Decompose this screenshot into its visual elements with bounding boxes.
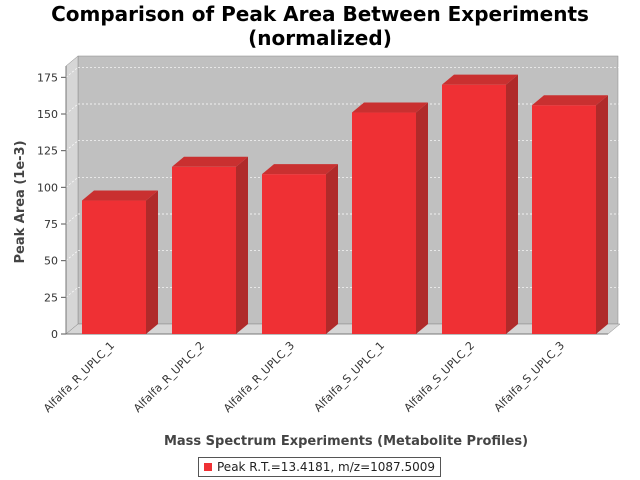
bar-top-5	[442, 74, 518, 85]
x-tick-label: Alfalfa_R_UPLC_3	[221, 339, 297, 415]
chart-title: Comparison of Peak Area Between Experime…	[0, 2, 640, 50]
x-tick-label: Alfalfa_R_UPLC_1	[41, 339, 117, 415]
gridline-wall	[65, 67, 79, 78]
bar-top-6	[532, 95, 608, 106]
bar-5	[442, 84, 506, 335]
y-tick-label: 150	[37, 108, 58, 121]
bar-4	[352, 112, 416, 335]
bar-side-2	[236, 156, 248, 334]
y-tick-label: 100	[37, 181, 58, 194]
gridline-wall	[65, 103, 79, 115]
y-tick-label: 75	[44, 218, 58, 231]
bar-2	[172, 166, 236, 334]
bar-side-4	[416, 102, 428, 335]
legend-label: Peak R.T.=13.4181, m/z=1087.5009	[217, 460, 436, 474]
gridline-wall	[65, 287, 79, 298]
bar-3	[262, 174, 326, 334]
gridline-wall	[65, 250, 79, 261]
gridline-wall	[65, 177, 79, 188]
x-tick-label: Alfalfa_S_UPLC_3	[492, 339, 568, 415]
chart-subtitle: (normalized)	[248, 26, 392, 50]
y-tick-label: 50	[44, 255, 58, 268]
y-tick-label: 175	[37, 71, 58, 84]
x-tick-label: Alfalfa_R_UPLC_2	[131, 339, 207, 415]
x-tick-label: Alfalfa_S_UPLC_1	[312, 339, 388, 415]
bar-top-2	[172, 156, 248, 167]
x-tick-label: Alfalfa_S_UPLC_2	[402, 339, 478, 415]
y-axis-label: Peak Area (1e-3)	[13, 140, 28, 263]
y-tick-label: 25	[44, 291, 58, 304]
bar-side-1	[146, 190, 158, 334]
gridline-wall	[65, 140, 79, 151]
legend-swatch	[204, 463, 212, 471]
legend: Peak R.T.=13.4181, m/z=1087.5009	[198, 457, 442, 477]
chart-title-main: Comparison of Peak Area Between Experime…	[51, 2, 589, 26]
bar-top-1	[82, 190, 158, 201]
bar-6	[532, 105, 596, 334]
bar-1	[82, 200, 146, 334]
bar-top-3	[262, 164, 338, 175]
y-tick-label: 125	[37, 145, 58, 158]
x-axis-label: Mass Spectrum Experiments (Metabolite Pr…	[164, 434, 528, 449]
plot-back-wall	[77, 55, 619, 325]
bar-top-4	[352, 102, 428, 113]
bar-side-6	[596, 95, 608, 334]
bar-side-5	[506, 74, 518, 335]
plot-left-wall	[65, 55, 79, 335]
gridline-wall	[65, 213, 79, 225]
y-tick-label: 0	[51, 328, 58, 341]
bar-side-3	[326, 164, 338, 334]
